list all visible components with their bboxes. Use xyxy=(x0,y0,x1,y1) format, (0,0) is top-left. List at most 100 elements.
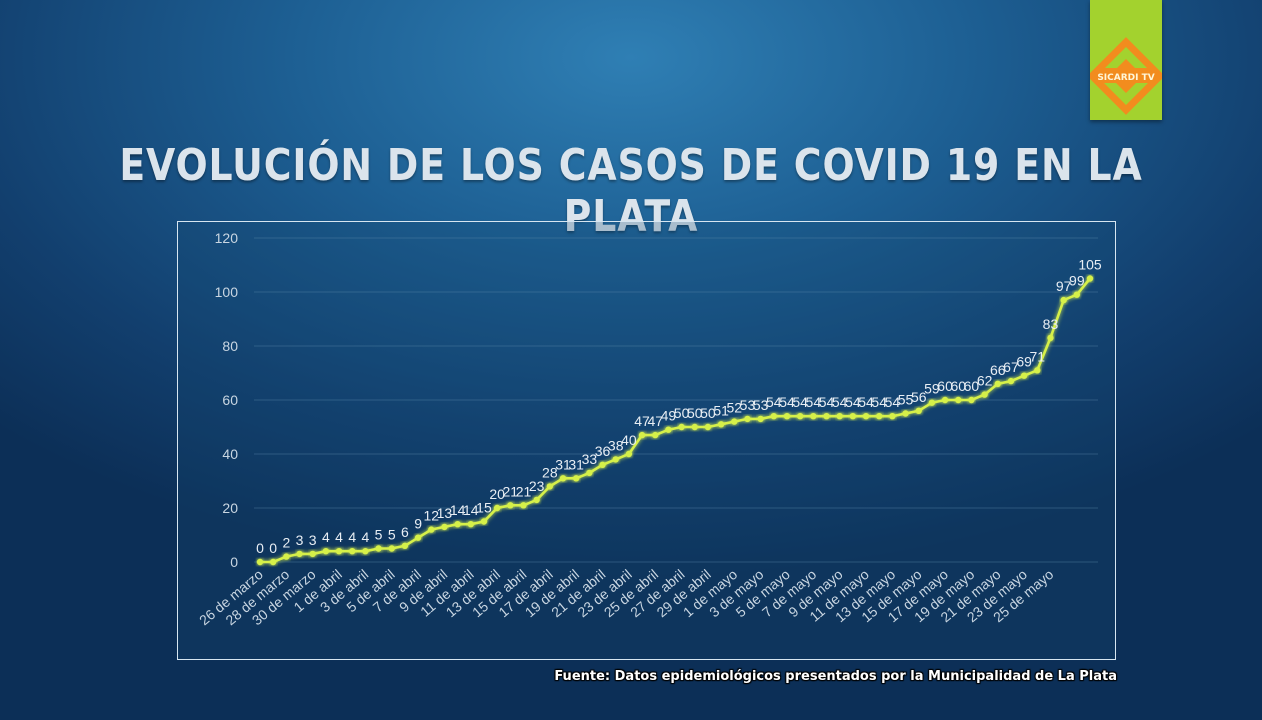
data-point xyxy=(902,410,909,417)
data-point xyxy=(744,415,751,423)
y-tick-label: 80 xyxy=(222,338,238,354)
data-point xyxy=(507,502,514,509)
data-label: 59 xyxy=(924,381,940,397)
data-label: 50 xyxy=(700,405,716,421)
data-point xyxy=(362,548,369,555)
data-point xyxy=(1034,367,1041,374)
data-label: 55 xyxy=(898,392,914,408)
data-point xyxy=(757,415,764,423)
data-label: 3 xyxy=(296,532,304,548)
data-label: 54 xyxy=(871,394,887,410)
data-label: 97 xyxy=(1056,278,1072,294)
data-point xyxy=(428,526,435,533)
data-label: 54 xyxy=(858,394,874,410)
data-point xyxy=(309,550,316,558)
data-point xyxy=(981,391,988,398)
data-point xyxy=(796,413,804,420)
data-label: 14 xyxy=(450,502,466,518)
data-point xyxy=(823,413,830,420)
data-point xyxy=(1047,334,1054,342)
data-point xyxy=(1007,377,1015,385)
data-label: 60 xyxy=(950,378,966,394)
data-point xyxy=(296,550,303,558)
data-point xyxy=(876,413,883,420)
data-point xyxy=(375,545,382,552)
data-point xyxy=(1020,372,1028,379)
data-label: 31 xyxy=(568,456,584,472)
data-point xyxy=(454,521,461,528)
data-label: 99 xyxy=(1069,273,1085,289)
data-point xyxy=(546,483,554,490)
data-point xyxy=(862,413,870,420)
data-label: 51 xyxy=(713,402,729,418)
y-tick-label: 0 xyxy=(230,554,238,570)
data-label: 36 xyxy=(595,443,611,459)
data-point xyxy=(388,545,395,552)
data-label: 38 xyxy=(608,437,624,453)
data-point xyxy=(349,548,356,555)
data-label: 71 xyxy=(1030,348,1046,364)
data-point xyxy=(968,396,975,404)
y-tick-label: 60 xyxy=(222,392,238,408)
data-label: 40 xyxy=(621,432,637,448)
data-label: 54 xyxy=(779,394,795,410)
data-point xyxy=(256,558,264,566)
data-point xyxy=(401,542,409,549)
data-label: 53 xyxy=(740,397,756,413)
data-point xyxy=(625,450,633,458)
data-point xyxy=(770,413,778,420)
y-tick-label: 20 xyxy=(222,500,238,516)
data-point xyxy=(1086,275,1094,282)
data-point xyxy=(1060,296,1067,304)
data-label: 5 xyxy=(388,527,396,543)
data-label: 13 xyxy=(437,505,453,521)
data-point xyxy=(691,423,698,431)
data-label: 23 xyxy=(529,478,545,494)
data-label: 5 xyxy=(375,527,383,543)
y-tick-label: 100 xyxy=(215,284,239,300)
data-label: 69 xyxy=(1016,354,1032,370)
data-point xyxy=(520,502,527,509)
data-point xyxy=(335,548,343,555)
data-label: 56 xyxy=(911,389,927,405)
data-label: 4 xyxy=(348,529,356,545)
data-label: 53 xyxy=(753,397,769,413)
data-point xyxy=(559,475,567,482)
data-label: 4 xyxy=(361,529,369,545)
data-point xyxy=(783,413,791,420)
logo-text: SICARDI TV xyxy=(1097,73,1154,83)
data-label: 54 xyxy=(832,394,848,410)
data-label: 4 xyxy=(335,529,343,545)
data-point xyxy=(480,518,488,525)
data-point xyxy=(283,553,290,560)
data-label: 49 xyxy=(661,408,677,424)
data-point xyxy=(994,380,1001,387)
data-label: 54 xyxy=(885,394,901,410)
data-point xyxy=(586,469,593,477)
data-label: 33 xyxy=(582,451,598,467)
data-label: 83 xyxy=(1043,316,1059,332)
data-point xyxy=(889,413,896,420)
data-point xyxy=(665,426,672,433)
data-point xyxy=(836,413,843,420)
data-point xyxy=(414,534,422,541)
data-point xyxy=(533,496,540,504)
data-label: 60 xyxy=(964,378,980,394)
data-point xyxy=(572,475,580,482)
data-point xyxy=(441,523,448,531)
data-point xyxy=(731,418,738,425)
data-label: 21 xyxy=(516,483,532,499)
data-point xyxy=(810,413,817,420)
data-point xyxy=(638,431,646,439)
data-label: 6 xyxy=(401,524,409,540)
data-label: 2 xyxy=(282,535,290,551)
data-point xyxy=(941,396,949,404)
data-point xyxy=(928,399,936,406)
data-label: 14 xyxy=(463,502,479,518)
data-point xyxy=(493,504,501,512)
data-point xyxy=(269,558,277,566)
data-label: 52 xyxy=(726,400,742,416)
data-label: 67 xyxy=(1003,359,1019,375)
data-point xyxy=(704,423,712,431)
